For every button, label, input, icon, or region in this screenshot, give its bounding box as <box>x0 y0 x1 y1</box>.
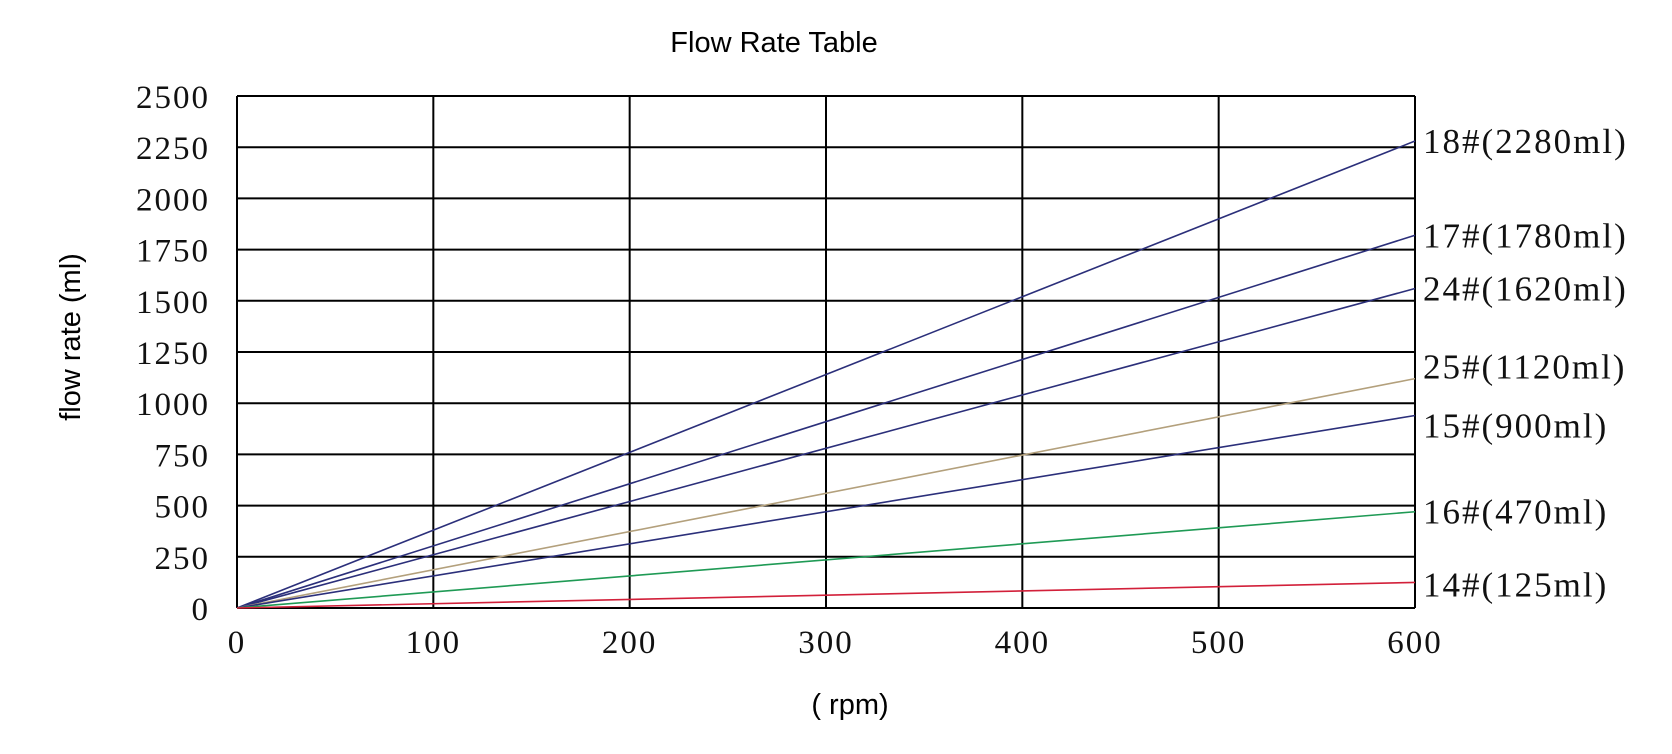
y-tick-label: 0 <box>192 592 211 628</box>
y-tick-label: 1750 <box>136 234 210 270</box>
x-tick-label: 200 <box>602 625 658 661</box>
x-tick-label: 500 <box>1191 625 1247 661</box>
series-line <box>236 581 1416 609</box>
series-labels: 18#(2280ml) 17#(1780ml) 24#(1620ml) 25#(112… <box>1423 122 1628 604</box>
series-lines <box>236 140 1416 609</box>
series-label: 24#(1620ml) <box>1423 270 1628 309</box>
series-label: 16#(470ml) <box>1423 493 1608 532</box>
y-tick-label: 750 <box>155 438 211 474</box>
y-tick-label: 250 <box>155 541 211 577</box>
x-tick-label: 100 <box>406 625 462 661</box>
series-line <box>236 140 1416 609</box>
y-tick-label: 1250 <box>136 336 210 372</box>
series-line <box>236 234 1416 609</box>
series-line <box>236 510 1416 609</box>
chart-title: Flow Rate Table <box>670 27 877 59</box>
series-line <box>236 377 1416 609</box>
x-tick-label: 0 <box>228 625 247 661</box>
series-line <box>236 414 1416 609</box>
x-tick-label: 600 <box>1387 625 1443 661</box>
y-tick-label: 2250 <box>136 131 210 167</box>
series-line <box>236 287 1416 609</box>
y-axis-label: flow rate (ml) <box>55 253 87 421</box>
y-tick-label: 1500 <box>136 285 210 321</box>
x-tick-label: 300 <box>798 625 854 661</box>
series-label: 14#(125ml) <box>1423 565 1608 604</box>
grid <box>236 95 1416 609</box>
series-label: 15#(900ml) <box>1423 406 1608 445</box>
series-label: 25#(1120ml) <box>1423 348 1626 387</box>
y-tick-label: 2500 <box>136 80 210 116</box>
series-label: 18#(2280ml) <box>1423 122 1628 161</box>
y-tick-label: 2000 <box>136 182 210 218</box>
x-axis-label: ( rpm) <box>811 689 888 721</box>
series-label: 17#(1780ml) <box>1423 216 1628 255</box>
y-tick-label: 1000 <box>136 387 210 423</box>
x-tick-label: 400 <box>995 625 1051 661</box>
tick-labels: 0 100 200 300 400 500 600 0 250 500 750 1000 1250 150… <box>136 80 1443 661</box>
y-tick-label: 500 <box>155 490 211 526</box>
